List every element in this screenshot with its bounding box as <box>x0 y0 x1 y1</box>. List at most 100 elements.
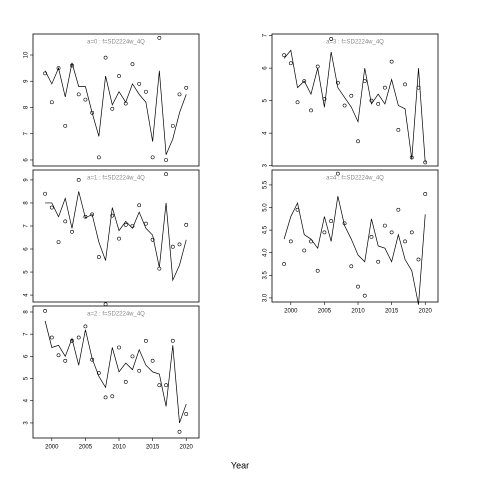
data-point <box>137 368 142 373</box>
y-tick-label: 7 <box>263 33 269 37</box>
data-point <box>288 61 293 66</box>
data-point <box>184 85 189 90</box>
y-tick-label: 6 <box>24 247 30 251</box>
data-point <box>383 85 387 90</box>
y-tick-label: 4.0 <box>263 248 269 257</box>
x-axis-label: Year <box>231 460 249 470</box>
data-point <box>403 82 407 87</box>
data-point <box>157 383 162 388</box>
data-point <box>349 264 354 269</box>
data-point <box>49 335 54 340</box>
data-point <box>56 240 61 245</box>
x-tick-label: 2005 <box>79 445 93 451</box>
y-tick-label: 7 <box>24 224 30 228</box>
data-point <box>329 219 334 223</box>
data-point <box>302 248 307 253</box>
x-tick-label: 2010 <box>351 309 365 315</box>
data-point <box>63 358 68 363</box>
data-point <box>322 230 327 235</box>
x-tick-label: 2005 <box>318 309 332 315</box>
y-tick-label: 10 <box>24 51 30 58</box>
data-point <box>157 36 162 40</box>
data-point <box>49 205 54 210</box>
data-point <box>295 100 300 105</box>
data-point <box>389 59 394 64</box>
data-point <box>150 237 155 242</box>
data-point <box>76 92 81 97</box>
x-tick-label: 2010 <box>112 445 126 451</box>
y-tick-label: 5.5 <box>263 180 269 189</box>
data-point <box>56 66 61 71</box>
data-point <box>117 345 121 350</box>
fitted-line <box>44 320 187 424</box>
data-point <box>302 79 307 84</box>
data-point <box>335 171 340 176</box>
data-point <box>396 207 401 212</box>
panel-frame <box>271 33 439 167</box>
data-point <box>177 429 182 434</box>
data-point <box>335 80 340 85</box>
data-point <box>389 230 394 235</box>
panel-title: a=3 : f=SD2224w_4Q <box>326 40 384 46</box>
x-tick-label: 2015 <box>385 309 399 315</box>
y-tick-label: 7 <box>24 332 30 336</box>
fitted-line <box>44 62 187 155</box>
data-point <box>43 308 47 313</box>
data-point <box>416 257 421 262</box>
fitted-line <box>45 191 187 282</box>
data-point <box>342 103 347 108</box>
data-point <box>288 239 293 244</box>
y-tick-label: 8 <box>24 310 30 314</box>
y-tick-label: 3 <box>24 421 30 425</box>
data-point <box>403 239 407 244</box>
y-tick-label: 6 <box>24 158 30 162</box>
panel-title: a=1 : f=SD2224w_4Q <box>87 176 145 182</box>
y-tick-label: 6 <box>24 354 30 358</box>
panel-title: a=4 : f=SD2224w_4Q <box>326 176 384 182</box>
y-tick-label: 5 <box>24 270 30 274</box>
data-point <box>76 178 81 182</box>
panel-title: a=0 : f=SD2224w_4Q <box>87 40 145 46</box>
data-point <box>110 213 115 218</box>
data-point <box>383 223 387 228</box>
data-point <box>376 102 381 106</box>
data-point <box>103 55 108 60</box>
y-tick-label: 6 <box>263 66 269 70</box>
data-point <box>309 108 313 113</box>
x-tick-label: 2020 <box>180 445 194 451</box>
data-point <box>83 324 88 329</box>
data-point <box>96 255 101 259</box>
data-point <box>137 203 142 208</box>
data-point <box>90 110 95 115</box>
x-tick-label: 2000 <box>284 309 298 315</box>
data-point <box>164 158 168 162</box>
y-tick-label: 5.0 <box>263 203 269 212</box>
data-point <box>49 100 54 105</box>
y-tick-label: 5 <box>263 98 269 102</box>
data-point <box>170 123 175 128</box>
data-point <box>83 97 88 102</box>
data-point <box>137 81 142 86</box>
y-tick-label: 8 <box>24 201 30 205</box>
data-point <box>409 230 414 235</box>
panel-frame <box>32 305 200 439</box>
data-point <box>376 259 381 264</box>
data-point <box>177 92 182 97</box>
data-point <box>329 36 334 41</box>
data-point <box>117 236 121 241</box>
panel-title: a=2 : f=SD2224w_4Q <box>87 312 145 318</box>
data-point <box>362 293 367 298</box>
data-point <box>103 395 108 400</box>
data-point <box>56 353 61 358</box>
data-point <box>315 268 320 273</box>
data-point <box>150 155 155 160</box>
data-point <box>282 262 286 266</box>
data-point <box>164 172 168 177</box>
data-point <box>123 222 128 227</box>
fitted-line <box>283 49 426 163</box>
data-point <box>177 242 182 247</box>
data-point <box>356 139 360 144</box>
data-point <box>110 106 115 111</box>
fitted-line <box>283 196 426 305</box>
data-point <box>369 235 374 239</box>
